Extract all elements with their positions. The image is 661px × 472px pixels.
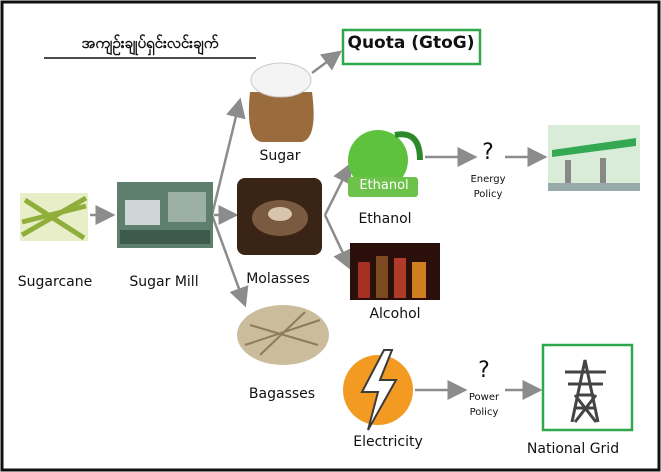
policy-mark: ? [478, 358, 490, 383]
node-label: Sugar Mill [129, 274, 198, 290]
quota-label: Quota (GtoG) [347, 33, 474, 53]
policy-label: Power Policy [459, 390, 509, 420]
node-label: Sugar [260, 148, 301, 164]
ethanol-icon-text: Ethanol [359, 178, 408, 193]
title: အကျဉ်းချုပ်ရှင်းလင်းချက် [82, 34, 219, 56]
molasses-image [237, 178, 322, 255]
alcohol-image [350, 243, 440, 300]
gas-station-image [548, 125, 640, 191]
diagram-graphics [0, 0, 661, 472]
sugarcane-image [20, 193, 88, 241]
electricity-icon [343, 350, 413, 430]
sugar-mill-image [117, 182, 213, 248]
node-label: Alcohol [369, 306, 420, 322]
sugar-bag-image [249, 63, 314, 142]
node-label: Ethanol [358, 211, 411, 227]
diagram: အကျဉ်းချုပ်ရှင်းလင်းချက် Sugarcane Sugar… [0, 0, 661, 472]
node-label: Bagasses [249, 386, 315, 402]
policy-label: Energy Policy [463, 172, 513, 202]
node-label: Electricity [353, 434, 423, 450]
bagasse-image [237, 305, 329, 365]
node-label: Sugarcane [18, 274, 92, 290]
node-label: Molasses [246, 271, 310, 287]
policy-mark: ? [482, 140, 494, 165]
national-grid-box [543, 345, 632, 430]
node-label: National Grid [527, 441, 619, 457]
